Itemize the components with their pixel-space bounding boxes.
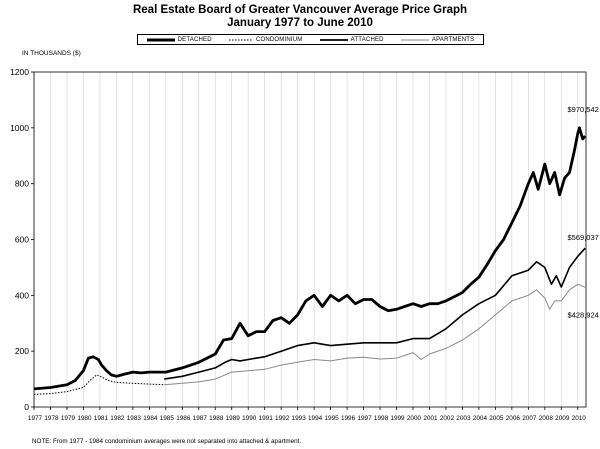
- x-tick-label: 2004: [473, 415, 488, 422]
- x-tick-label: 1996: [341, 415, 356, 422]
- legend-entry-detached: DETACHED: [146, 36, 212, 43]
- x-tick-label: 1995: [324, 415, 339, 422]
- x-tick-label: 1979: [61, 415, 76, 422]
- x-tick-label: 1992: [275, 415, 290, 422]
- x-tick-label: 2008: [539, 415, 554, 422]
- legend-label-attached: ATTACHED: [350, 36, 384, 43]
- series-line-condominium: [33, 374, 165, 395]
- legend-swatch-detached: [146, 38, 175, 41]
- x-tick-label: 1998: [374, 415, 389, 422]
- legend-entry-apartments: APARTMENTS: [400, 36, 475, 43]
- legend-entry-condominium: CONDOMINIUM: [228, 36, 303, 43]
- series-line-detached: [33, 126, 587, 391]
- y-tick-label: 600: [15, 235, 29, 245]
- x-tick-label: 2001: [423, 415, 438, 422]
- x-tick-label: 2007: [522, 415, 537, 422]
- annotation-apartments: $428,924: [568, 310, 599, 319]
- y-tick-label: 1200: [10, 67, 29, 77]
- x-tick-label: 1982: [110, 415, 125, 422]
- footnote: NOTE: From 1977 - 1984 condominium avera…: [32, 438, 302, 445]
- x-tick-label: 1981: [94, 415, 109, 422]
- x-tick-label: 2006: [506, 415, 521, 422]
- x-tick-label: 1989: [226, 415, 241, 422]
- series-line-attached: [164, 247, 586, 380]
- x-tick-label: 1978: [44, 415, 59, 422]
- x-tick-label: 1983: [127, 415, 142, 422]
- legend-swatch-attached: [319, 38, 348, 41]
- legend-swatch-apartments: [400, 39, 429, 40]
- x-tick-label: 2009: [555, 415, 570, 422]
- chart-subtitle: January 1977 to June 2010: [227, 17, 373, 29]
- legend-label-condominium: CONDOMINIUM: [255, 36, 303, 43]
- chart-title: Real Estate Board of Greater Vancouver A…: [132, 4, 468, 16]
- x-tick-label: 2005: [489, 415, 504, 422]
- x-tick-label: 1984: [143, 415, 158, 422]
- legend-swatch-condominium: [228, 39, 253, 40]
- x-tick-label: 2002: [440, 415, 455, 422]
- x-tick-label: 1990: [242, 415, 257, 422]
- x-tick-label: 2003: [456, 415, 471, 422]
- x-tick-label: 1994: [308, 415, 323, 422]
- y-tick-label: 0: [24, 402, 29, 412]
- x-tick-label: 1985: [160, 415, 175, 422]
- series-line-apartments: [164, 283, 586, 386]
- legend: DETACHED CONDOMINIUM ATTACHED APARTMENTS: [137, 34, 484, 45]
- legend-label-detached: DETACHED: [177, 36, 212, 43]
- label-layer: $970,542 $569,037 $428,924: [568, 105, 599, 319]
- x-tick-label: 2000: [407, 415, 422, 422]
- chart-title-block: Real Estate Board of Greater Vancouver A…: [0, 4, 600, 30]
- grid-layer: [33, 72, 579, 407]
- y-tick-label: 800: [15, 179, 29, 189]
- annotation-detached: $970,542: [568, 105, 599, 114]
- x-tick-label: 1988: [209, 415, 224, 422]
- series-layer: [33, 126, 587, 395]
- legend-label-apartments: APARTMENTS: [431, 36, 475, 43]
- x-tick-label: 1980: [77, 415, 92, 422]
- y-tick-label: 200: [15, 346, 29, 356]
- annotation-attached: $569,037: [568, 233, 599, 242]
- x-tick-label: 1987: [193, 415, 208, 422]
- x-tick-label: 1991: [259, 415, 274, 422]
- x-tick-label: 1993: [292, 415, 307, 422]
- x-tick-label: 1999: [390, 415, 405, 422]
- y-axis-label: IN THOUSANDS ($): [22, 50, 81, 57]
- x-tick-label: 1986: [176, 415, 191, 422]
- y-tick-label: 1000: [10, 123, 29, 133]
- x-tick-label: 1977: [28, 415, 43, 422]
- y-tick-label: 400: [15, 290, 29, 300]
- legend-entry-attached: ATTACHED: [319, 36, 384, 43]
- x-tick-label: 1997: [357, 415, 372, 422]
- x-tick-label: 2010: [572, 415, 587, 422]
